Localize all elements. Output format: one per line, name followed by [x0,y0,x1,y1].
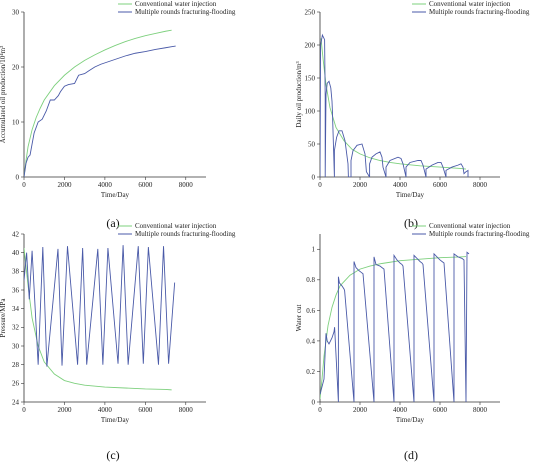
y-tick-label: 0 [16,173,20,181]
y-tick-label: 0 [312,398,316,406]
x-axis-label: Time/Day [101,191,130,199]
y-tick-label: 40 [12,249,20,257]
x-tick-label: 6000 [138,406,153,414]
y-tick-label: 24 [12,398,20,406]
y-axis-label: Pressure/MPa [0,298,7,338]
chart-panel-2: 0 2000 4000 6000 8000 0 50 100 150 200 250 Time/Day… [295,0,530,230]
panel-label: (c) [106,448,119,462]
panel-label: (a) [106,216,119,230]
x-axis-label: Time/Day [396,416,425,424]
y-tick-label: 1 [312,246,316,254]
y-tick-label: 0.6 [306,307,315,315]
series-line-fracturing [24,45,176,177]
x-tick-label: 2000 [57,181,72,189]
series-line-fracturing [24,245,176,367]
x-tick-label: 2000 [353,181,368,189]
y-tick-label: 28 [12,361,20,369]
y-tick-label: 30 [12,342,20,350]
y-tick-label: 0.2 [306,368,315,376]
chart-panel-3: 0 2000 4000 6000 8000 24 26 28 30 32 34 36 38 40 42 Tim… [0,222,236,462]
y-tick-label: 150 [305,74,316,82]
series-line-fracturing [320,251,470,402]
series-line-conventional [320,38,467,170]
x-axis-label: Time/Day [396,191,425,199]
legend-entry: Conventional water injection [429,222,511,230]
y-tick-label: 36 [12,286,20,294]
y-tick-label: 50 [308,140,316,148]
y-tick-label: 32 [12,324,20,332]
x-tick-label: 6000 [138,181,153,189]
x-axis-label: Time/Day [101,416,130,424]
x-tick-label: 0 [318,406,322,414]
legend-entry: Conventional water injection [135,222,217,230]
y-tick-label: 26 [12,380,20,388]
x-tick-label: 4000 [98,181,113,189]
chart-panel-4: 0 2000 4000 6000 8000 0 0.2 0.4 0.6 0.8 1 Time/Day W… [295,222,530,462]
x-tick-label: 2000 [57,406,72,414]
x-tick-label: 8000 [179,181,194,189]
x-tick-label: 0 [318,181,322,189]
legend-entry: Conventional water injection [135,0,217,8]
y-tick-label: 200 [305,41,316,49]
y-tick-label: 100 [305,107,316,115]
x-tick-label: 8000 [473,181,488,189]
legend-entry: Multiple rounds fracturing-flooding [429,8,530,16]
series-line-conventional [24,29,172,177]
x-tick-label: 6000 [433,406,448,414]
y-tick-label: 250 [305,8,316,16]
x-tick-label: 2000 [353,406,368,414]
x-tick-label: 0 [22,406,26,414]
series-line-conventional [320,256,467,399]
x-tick-label: 4000 [393,181,408,189]
series-line-conventional [24,247,172,391]
y-tick-label: 0 [312,173,316,181]
y-axis-label: Water cut [295,305,303,332]
legend-entry: Multiple rounds fracturing-flooding [135,230,236,238]
x-tick-label: 4000 [393,406,408,414]
chart-panel-1: 0 2000 4000 6000 8000 0 10 20 30 Time/Day Accumula… [0,0,236,230]
y-tick-label: 0.4 [306,337,315,345]
x-tick-label: 6000 [433,181,448,189]
y-tick-label: 42 [12,230,20,238]
legend-entry: Multiple rounds fracturing-flooding [429,230,530,238]
y-axis-label: Daily oil production/m³ [295,61,303,127]
series-line-fracturing [320,33,469,177]
legend-entry: Conventional water injection [429,0,511,8]
y-tick-label: 38 [12,268,20,276]
x-tick-label: 0 [22,181,26,189]
y-tick-label: 30 [12,8,20,16]
y-tick-label: 34 [12,305,20,313]
y-tick-label: 0.8 [306,276,315,284]
x-tick-label: 4000 [98,406,113,414]
y-tick-label: 20 [12,63,20,71]
legend-entry: Multiple rounds fracturing-flooding [135,8,236,16]
y-tick-label: 10 [12,118,20,126]
panel-label: (b) [404,216,418,230]
x-tick-label: 8000 [473,406,488,414]
y-axis-label: Accumulated oil production/10⁴m³ [0,46,7,143]
panel-label: (d) [404,448,418,462]
x-tick-label: 8000 [179,406,194,414]
